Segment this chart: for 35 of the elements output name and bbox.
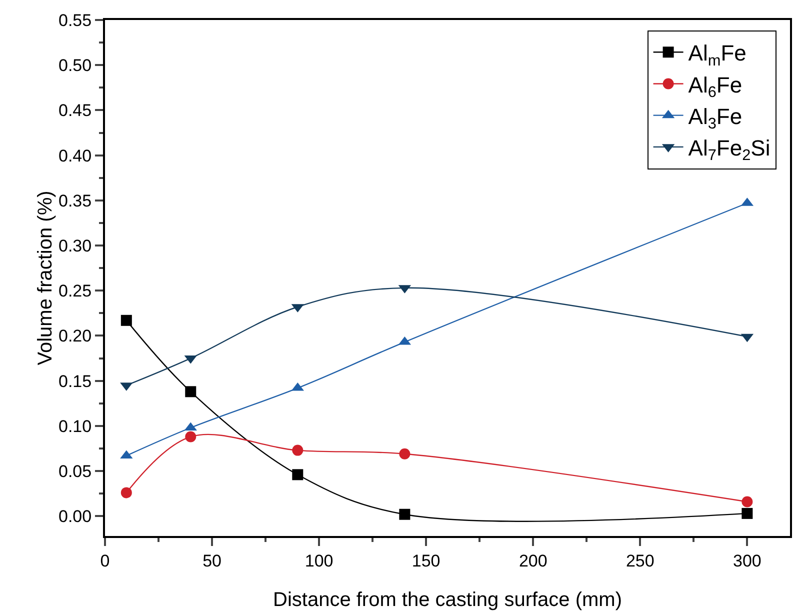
legend-label: Al$_{7}$Fe$_{2}$Si bbox=[688, 136, 770, 164]
point bbox=[292, 444, 304, 456]
y-tick-label: 0.00 bbox=[58, 507, 92, 526]
x-tick-label: 300 bbox=[733, 551, 762, 570]
legend-label: Al$_{m}$Fe bbox=[688, 40, 746, 70]
point bbox=[185, 386, 196, 398]
y-axis-title: Volume fraction (%) bbox=[34, 190, 57, 366]
point bbox=[742, 508, 753, 519]
x-tick-label: 200 bbox=[518, 551, 548, 570]
x-tick-label: 100 bbox=[304, 551, 334, 570]
y-tick-label: 0.50 bbox=[58, 56, 92, 76]
x-tick-label: 0 bbox=[100, 551, 110, 570]
point bbox=[742, 496, 753, 508]
legend-label: Al$_{3}$Fe bbox=[688, 104, 742, 133]
legend-label: Al$_{6}$Fe bbox=[688, 72, 742, 101]
y-tick-label: 0.10 bbox=[58, 416, 92, 436]
x-axis-title: Distance from the casting surface (mm) bbox=[273, 589, 622, 611]
y-tick-label: 0.55 bbox=[58, 10, 92, 30]
x-tick-label: 150 bbox=[412, 551, 440, 570]
y-tick-label: 0.40 bbox=[58, 146, 92, 166]
point bbox=[399, 508, 410, 520]
point bbox=[399, 448, 410, 460]
y-tick-label: 0.20 bbox=[58, 326, 92, 346]
y-tick-label: 0.25 bbox=[58, 282, 92, 301]
point bbox=[185, 431, 196, 442]
y-tick-label: 0.15 bbox=[58, 372, 92, 391]
point bbox=[292, 469, 304, 480]
y-tick-label: 0.30 bbox=[58, 236, 92, 256]
y-tick-label: 0.35 bbox=[58, 191, 92, 210]
point bbox=[120, 487, 132, 498]
y-tick-label: 0.05 bbox=[58, 462, 92, 481]
y-tick-label: 0.45 bbox=[58, 101, 92, 120]
x-tick-label: 250 bbox=[626, 551, 654, 570]
point bbox=[120, 314, 132, 326]
x-tick-label: 50 bbox=[202, 551, 222, 570]
